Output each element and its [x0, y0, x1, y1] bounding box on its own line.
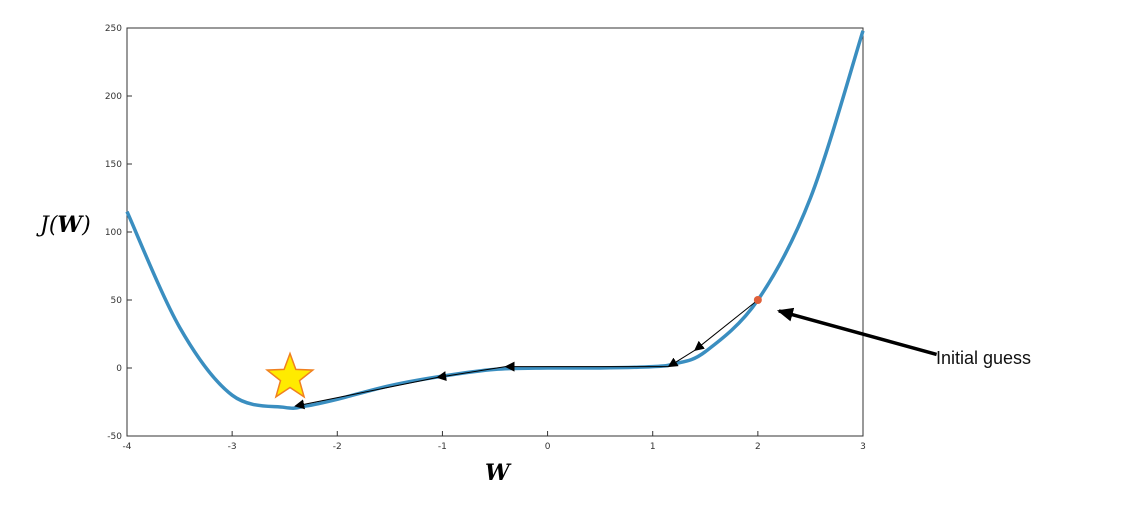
minimum-star-icon: [265, 351, 315, 399]
initial-point-marker: [753, 296, 762, 304]
descent-step-arrow: [436, 366, 506, 382]
x-tick-label: 3: [860, 442, 866, 452]
y-axis-label-arg: W: [57, 212, 84, 238]
y-axis-label-func: J: [36, 213, 50, 238]
y-tick-label: 200: [105, 92, 122, 102]
initial-guess-label: Initial guess: [936, 348, 1031, 368]
descent-path-arrows: [294, 299, 759, 410]
x-axis-label: W: [485, 460, 512, 486]
y-tick-label: 0: [116, 364, 122, 374]
y-axis-label: J(W): [36, 212, 91, 238]
y-tick-label: 250: [105, 24, 122, 34]
descent-step-arrow: [294, 377, 438, 410]
x-tick-label: -1: [438, 442, 447, 452]
x-tick-label: -3: [228, 442, 237, 452]
x-axis-ticks: -4 -3 -2 -1 0 1 2 3: [123, 431, 866, 452]
descent-step-arrow: [693, 299, 759, 351]
initial-guess-arrow: [776, 307, 938, 357]
x-tick-label: -4: [123, 442, 132, 452]
y-tick-label: 150: [105, 160, 122, 170]
y-tick-label: -50: [107, 432, 122, 442]
x-tick-label: 0: [545, 442, 551, 452]
descent-step-arrow: [667, 349, 696, 368]
plot-frame: [126, 27, 864, 437]
x-tick-label: 2: [755, 442, 761, 452]
y-tick-label: 50: [111, 296, 123, 306]
y-tick-label: 100: [105, 228, 122, 238]
x-tick-label: -2: [333, 442, 342, 452]
y-axis-ticks: -50 0 50 100 150 200 250: [105, 24, 132, 442]
x-tick-label: 1: [650, 442, 656, 452]
